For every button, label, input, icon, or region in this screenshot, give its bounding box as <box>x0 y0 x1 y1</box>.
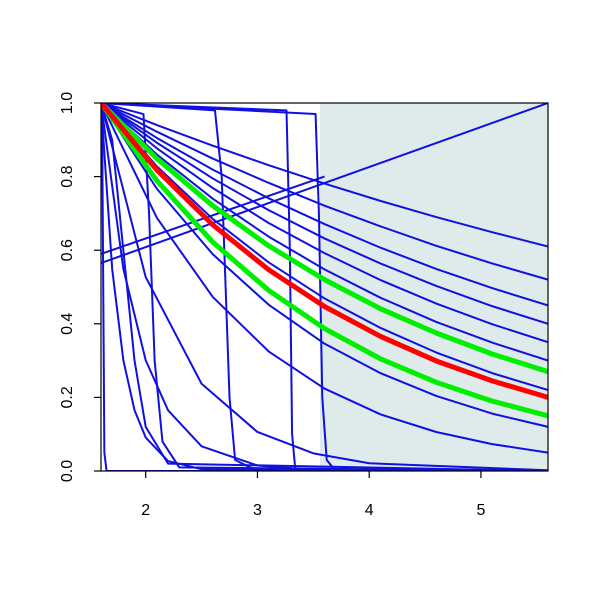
x-tick-label: 5 <box>476 502 485 519</box>
x-tick-label: 2 <box>141 502 150 519</box>
series-line <box>101 103 548 471</box>
series-line <box>101 103 548 400</box>
plot-area <box>101 103 548 471</box>
y-tick-label: 0.2 <box>59 386 76 408</box>
series-line <box>101 103 548 265</box>
series-line <box>101 103 548 391</box>
y-tick-label: 0.4 <box>59 313 76 335</box>
series-line <box>101 103 548 281</box>
series-line <box>101 103 548 471</box>
series-line <box>101 103 548 471</box>
series-line <box>101 103 548 471</box>
series-line <box>101 103 548 362</box>
series-line <box>101 103 548 454</box>
series-line <box>101 103 548 419</box>
y-tick-label: 0.0 <box>59 460 76 482</box>
series-line <box>101 103 548 344</box>
series-line <box>101 103 548 471</box>
y-tick-label: 0.8 <box>59 165 76 187</box>
y-tick-label: 1.0 <box>59 92 76 114</box>
shaded-region <box>320 103 548 471</box>
x-tick-label: 3 <box>253 502 262 519</box>
series-line <box>101 103 548 375</box>
x-tick-label: 4 <box>365 502 374 519</box>
series-line <box>101 103 548 307</box>
plot-box <box>100 102 549 472</box>
series-line <box>101 103 548 471</box>
series-line <box>101 103 548 325</box>
series-line <box>101 175 325 255</box>
series-line <box>101 103 548 471</box>
y-tick-label: 0.6 <box>59 239 76 261</box>
series-line <box>101 103 548 428</box>
